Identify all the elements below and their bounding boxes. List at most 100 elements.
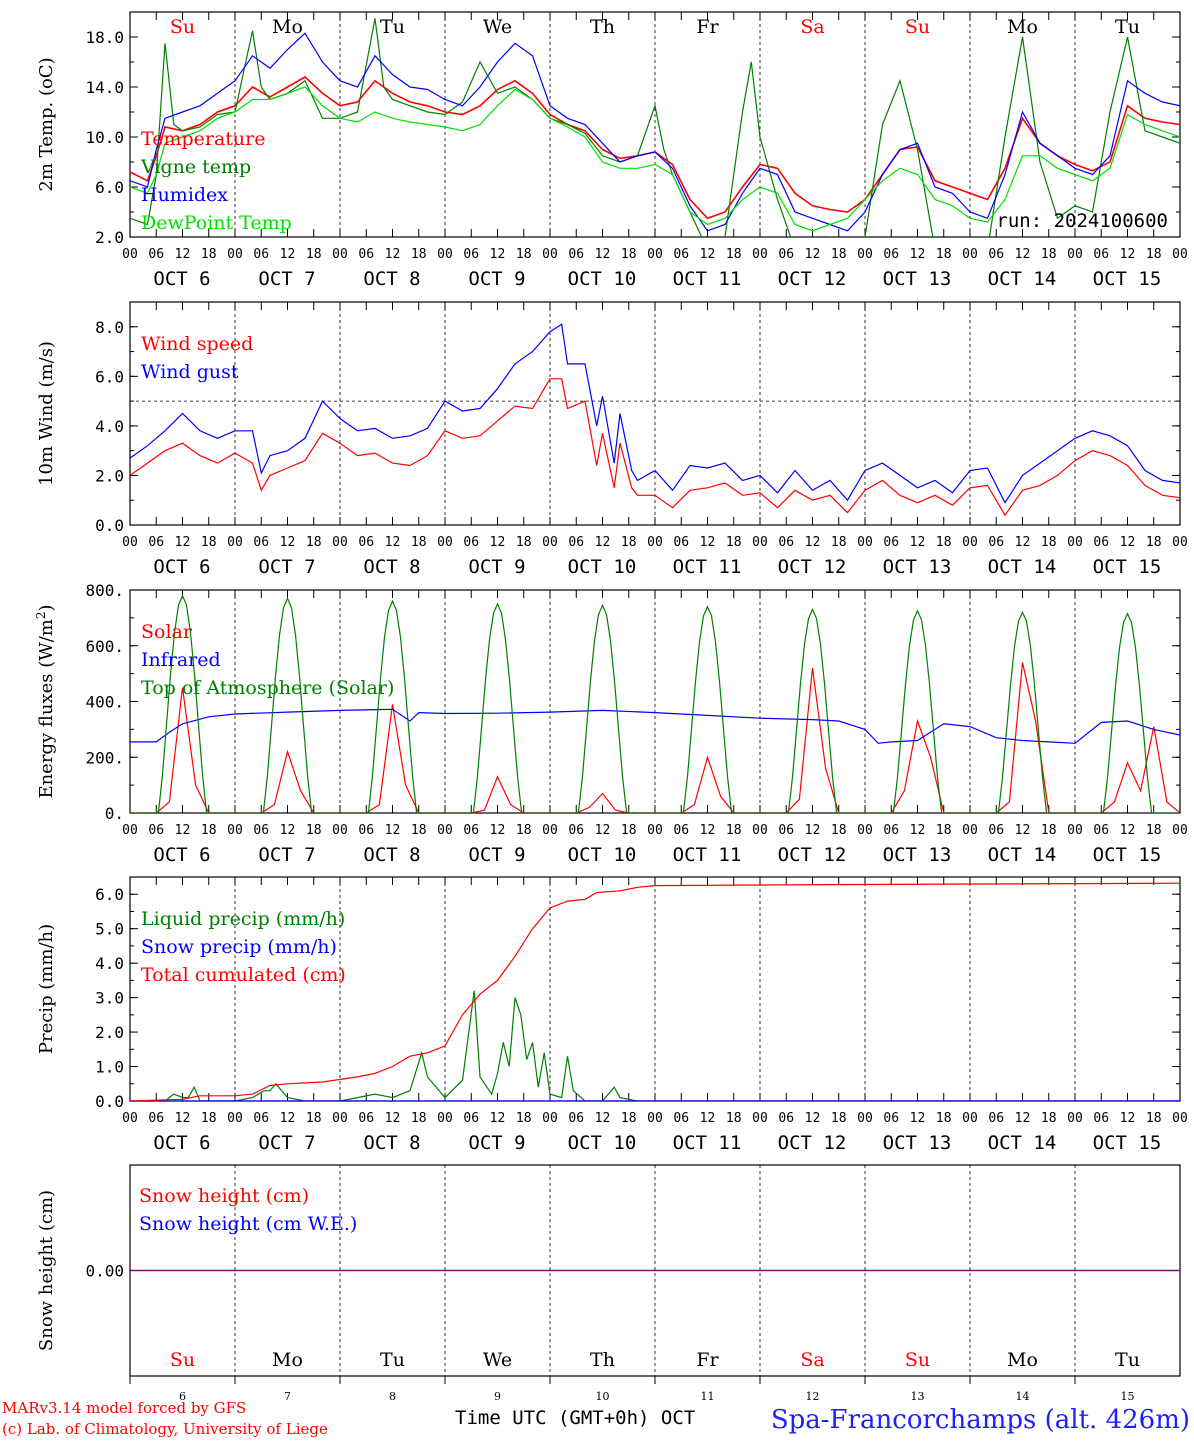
hour-tick-label: 00 <box>752 535 768 550</box>
hour-tick-label: 00 <box>1172 1111 1188 1126</box>
hour-tick-label: 00 <box>122 535 138 550</box>
hour-tick-label: 18 <box>936 823 952 838</box>
hour-tick-label: 00 <box>542 535 558 550</box>
date-label: OCT 9 <box>468 844 525 866</box>
date-label: OCT 11 <box>673 844 742 866</box>
date-label: OCT 15 <box>1093 268 1162 290</box>
hour-tick-label: 00 <box>437 247 453 262</box>
date-label: OCT 11 <box>673 1132 742 1154</box>
hour-tick-label: 18 <box>516 823 532 838</box>
day-name-label: We <box>483 16 512 38</box>
hour-tick-label: 12 <box>595 823 611 838</box>
hour-tick-label: 12 <box>280 247 296 262</box>
y-tick-label: 2.0 <box>95 1023 124 1042</box>
y-tick-label: 4.0 <box>95 417 124 436</box>
y-tick-label: 0.0 <box>95 516 124 535</box>
hour-tick-label: 12 <box>385 535 401 550</box>
hour-tick-label: 00 <box>332 247 348 262</box>
hour-tick-label: 12 <box>1120 535 1136 550</box>
hour-tick-label: 00 <box>332 535 348 550</box>
date-label: OCT 10 <box>568 268 637 290</box>
legend-entry: Snow precip (mm/h) <box>141 936 337 958</box>
date-label: OCT 6 <box>153 268 210 290</box>
hour-tick-label: 06 <box>358 535 374 550</box>
panel-wind: 0.0 2.0 4.0 6.0 8.0 10m Wind (m/s) 00 06 12 18 OCT… <box>36 301 1188 578</box>
date-label: OCT 12 <box>778 844 847 866</box>
legend-entry: DewPoint Temp <box>141 212 292 234</box>
hour-tick-label: 00 <box>752 1111 768 1126</box>
day-name-label: Tu <box>1115 1349 1140 1371</box>
hour-tick-label: 18 <box>726 247 742 262</box>
hour-tick-label: 06 <box>253 535 269 550</box>
date-label: OCT 15 <box>1093 556 1162 578</box>
run-annotation: run: 2024100600 <box>996 210 1168 232</box>
hour-tick-label: 06 <box>883 1111 899 1126</box>
station-name: Spa-Francorchamps (alt. 426m) <box>771 1405 1190 1435</box>
hour-tick-label: 18 <box>621 823 637 838</box>
hour-tick-label: 06 <box>1093 535 1109 550</box>
series-line-toa <box>130 594 1180 813</box>
date-label: OCT 8 <box>363 268 420 290</box>
series-line-humidex <box>130 32 1180 232</box>
legend-entry: Snow height (cm) <box>139 1185 309 1207</box>
hour-tick-label: 18 <box>831 823 847 838</box>
series-line-cumulated <box>130 882 1180 1101</box>
y-tick-label: 5.0 <box>95 920 124 939</box>
hour-tick-label: 06 <box>778 1111 794 1126</box>
date-label: OCT 14 <box>988 268 1057 290</box>
y-tick-label: 10.0 <box>85 128 124 147</box>
hour-tick-label: 00 <box>227 1111 243 1126</box>
hour-tick-label: 00 <box>752 823 768 838</box>
hour-tick-label: 06 <box>148 535 164 550</box>
plot-frame-energy <box>129 589 1181 814</box>
panels-layer: 2.0 6.0 10.0 14.0 18.0 2m Temp. (oC) 00 06 12 18 O… <box>34 11 1188 1403</box>
date-label: OCT 14 <box>988 844 1057 866</box>
hour-tick-label: 06 <box>358 1111 374 1126</box>
hour-tick-label: 18 <box>411 247 427 262</box>
time-axis-title: Time UTC (GMT+0h) OCT <box>455 1407 695 1429</box>
y-axis-label: Snow height (cm) <box>36 1190 57 1351</box>
hour-tick-label: 06 <box>568 823 584 838</box>
hour-tick-label: 06 <box>673 823 689 838</box>
date-label: OCT 15 <box>1093 1132 1162 1154</box>
hour-tick-label: 06 <box>1093 823 1109 838</box>
panel-energy: 0. 200. 400. 600. 800. Energy fluxes (W/m2) 00… <box>34 581 1188 866</box>
hour-tick-label: 06 <box>883 247 899 262</box>
lab-credit: (c) Lab. of Climatology, University of L… <box>2 1420 328 1438</box>
hour-tick-label: 12 <box>805 1111 821 1126</box>
hour-tick-label: 06 <box>1093 247 1109 262</box>
hour-tick-label: 00 <box>122 823 138 838</box>
hour-tick-label: 00 <box>122 1111 138 1126</box>
hour-tick-label: 00 <box>542 1111 558 1126</box>
hour-tick-label: 12 <box>700 823 716 838</box>
date-label: OCT 7 <box>258 844 315 866</box>
hour-tick-label: 18 <box>936 535 952 550</box>
legend-entry: Infrared <box>141 649 221 671</box>
hour-tick-label: 18 <box>201 247 217 262</box>
legend-entry: Total cumulated (cm) <box>141 964 346 986</box>
day-number-label: 15 <box>1121 1390 1135 1403</box>
hour-tick-label: 12 <box>1120 823 1136 838</box>
y-tick-label: 6.0 <box>95 178 124 197</box>
hour-tick-label: 12 <box>1015 823 1031 838</box>
date-label: OCT 12 <box>778 556 847 578</box>
y-tick-label: 8.0 <box>95 318 124 337</box>
hour-tick-label: 18 <box>936 1111 952 1126</box>
hour-tick-label: 06 <box>148 1111 164 1126</box>
hour-tick-label: 06 <box>253 823 269 838</box>
hour-tick-label: 18 <box>1146 535 1162 550</box>
hour-tick-label: 18 <box>726 1111 742 1126</box>
legend-entry: Wind gust <box>141 361 239 383</box>
hour-tick-label: 18 <box>1041 535 1057 550</box>
hour-tick-label: 12 <box>175 535 191 550</box>
date-label: OCT 13 <box>883 1132 952 1154</box>
hour-tick-label: 18 <box>201 823 217 838</box>
hour-tick-label: 00 <box>1067 1111 1083 1126</box>
hour-tick-label: 12 <box>280 823 296 838</box>
hour-tick-label: 18 <box>306 1111 322 1126</box>
day-number-label: 11 <box>701 1390 715 1403</box>
hour-tick-label: 06 <box>673 247 689 262</box>
hour-tick-label: 06 <box>988 535 1004 550</box>
hour-tick-label: 12 <box>700 535 716 550</box>
hour-tick-label: 06 <box>778 535 794 550</box>
